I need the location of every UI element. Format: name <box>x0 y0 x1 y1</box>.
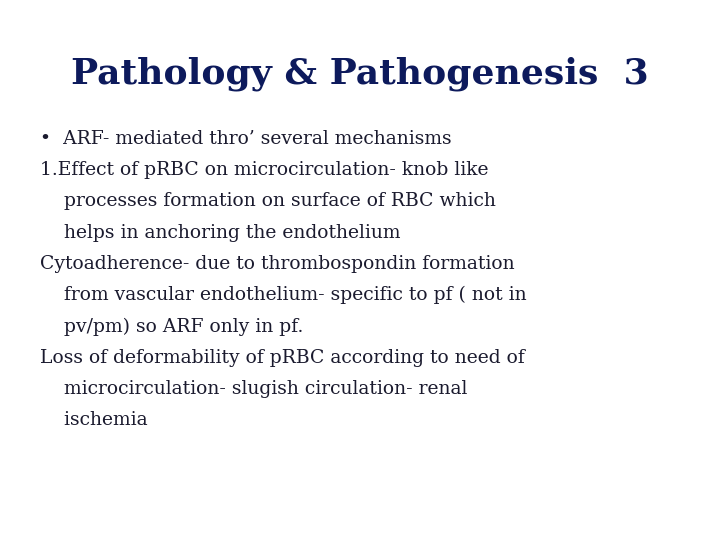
Text: Loss of deformability of pRBC according to need of: Loss of deformability of pRBC according … <box>40 349 524 367</box>
Text: 1.Effect of pRBC on microcirculation- knob like: 1.Effect of pRBC on microcirculation- kn… <box>40 161 488 179</box>
Text: processes formation on surface of RBC which: processes formation on surface of RBC wh… <box>40 192 495 210</box>
Text: from vascular endothelium- specific to pf ( not in: from vascular endothelium- specific to p… <box>40 286 526 305</box>
Text: Pathology & Pathogenesis  3: Pathology & Pathogenesis 3 <box>71 57 649 91</box>
Text: microcirculation- slugish circulation- renal: microcirculation- slugish circulation- r… <box>40 380 467 398</box>
Text: Cytoadherence- due to thrombospondin formation: Cytoadherence- due to thrombospondin for… <box>40 255 514 273</box>
Text: ischemia: ischemia <box>40 411 147 429</box>
Text: helps in anchoring the endothelium: helps in anchoring the endothelium <box>40 224 400 241</box>
Text: pv/pm) so ARF only in pf.: pv/pm) so ARF only in pf. <box>40 318 303 336</box>
Text: •  ARF- mediated thro’ several mechanisms: • ARF- mediated thro’ several mechanisms <box>40 130 451 147</box>
